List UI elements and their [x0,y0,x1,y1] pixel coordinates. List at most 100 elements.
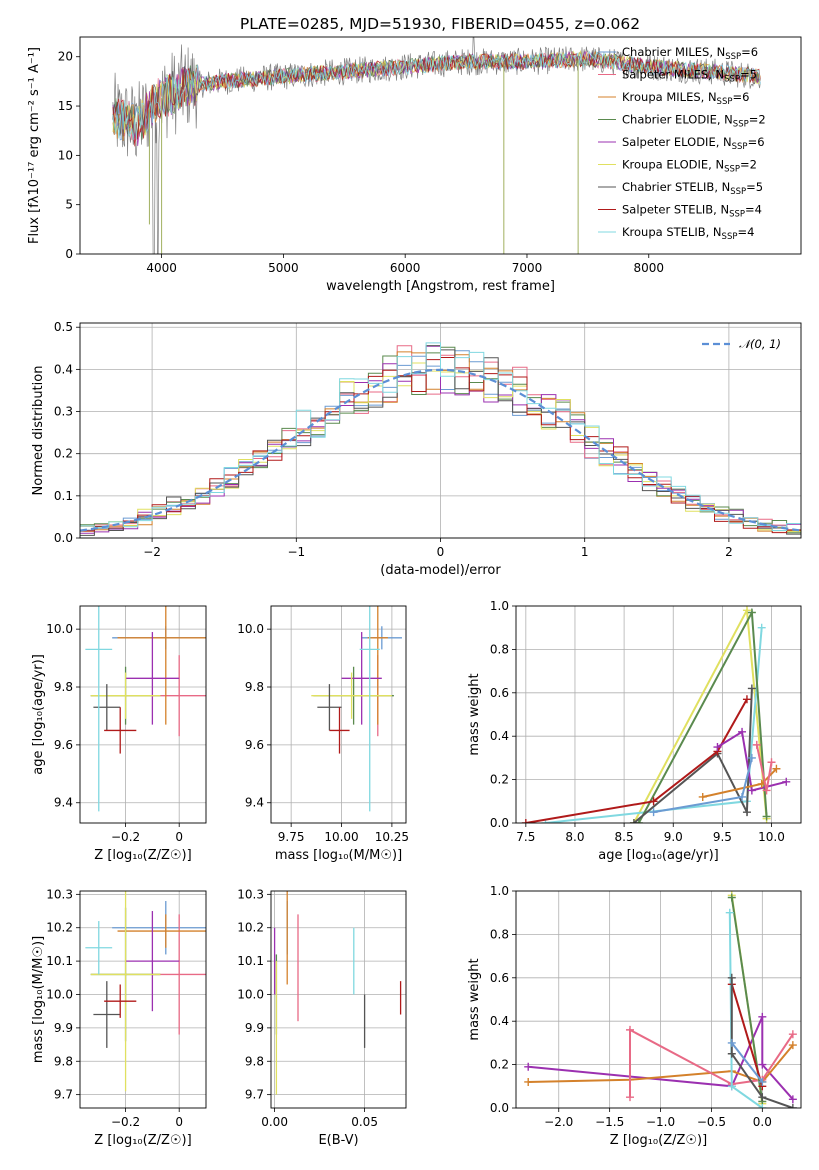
y-tick-label: 10.3 [237,887,264,901]
x-tick-label: 8.5 [615,830,634,844]
series-marker [742,695,751,704]
series-marker [757,623,766,632]
series-line [731,1042,764,1083]
series [752,740,776,795]
y-axis-label: Flux [fλ10⁻¹⁷ erg cm⁻² s⁻¹ A⁻¹] [27,47,42,244]
series-marker [752,740,761,749]
data-point [85,921,113,975]
series [725,908,767,1108]
legend-entry: Chabrier STELIB, NSSP=5 [598,180,763,197]
panel-residual_histogram: −2 −1 0 1 2 0.0 0.1 0.2 0.3 0.4 0.5 (data-model)/er… [31,320,802,578]
x-tick-label: −1.5 [595,1115,624,1129]
plot-area [311,606,402,812]
panel-age_vs_mass: 9.75 10.00 10.25 9.4 9.6 9.8 10.0 mass [log₁₀(M… [237,605,409,863]
y-tick-label: 0 [65,247,73,261]
x-tick-label: 1 [581,545,589,559]
y-tick-label: 9.6 [54,738,73,752]
x-tick-label: −0.2 [111,830,140,844]
x-tick-label: 0 [175,1115,183,1129]
series-line [716,730,787,792]
data-point [359,606,380,812]
data-point [104,984,137,1018]
axes-frame [79,322,802,539]
series-line [633,606,768,823]
axes-frame [270,890,407,1109]
y-tick-label: 10.0 [237,622,264,636]
axes-frame [515,605,802,824]
data-point [90,672,161,719]
series-line [730,977,794,1108]
y-tick-label: 10.1 [237,954,264,968]
x-axis-label: E(B-V) [318,1133,358,1148]
plot-area [521,606,791,823]
axes-frame [515,890,802,1109]
legend-label: 𝒩(0, 1) [739,337,781,351]
series-marker [747,786,756,795]
series [727,893,767,1106]
y-tick-label: 10.1 [46,954,73,968]
axes-frame [79,605,207,824]
legend-entry: Salpeter ELODIE, NSSP=6 [598,135,765,152]
series-marker [634,819,643,823]
x-axis-label: Z [log₁₀(Z/Z☉)] [610,1133,707,1148]
data-point [90,891,161,1092]
x-tick-label: 0.0 [753,1115,772,1129]
series-marker [738,792,747,801]
x-tick-label: 7.5 [516,830,535,844]
panel-mass_vs_EBV: 0.00 0.05 9.7 9.8 9.9 10.0 10.1 10.2 10.3 E(B-V) [237,887,407,1148]
y-tick-label: 0.1 [54,489,73,503]
series-marker [758,1093,767,1102]
x-tick-label: 5000 [268,261,299,275]
x-tick-label: −1.0 [646,1115,675,1129]
model-spectrum-line [112,50,761,141]
series-marker [626,1093,634,1102]
y-tick-label: 0.0 [490,816,509,830]
x-tick-label: 0.00 [261,1115,288,1129]
legend-entry: Kroupa ELODIE, NSSP=2 [598,158,757,175]
y-tick-label: 0.0 [54,531,73,545]
series-marker [649,808,658,817]
legend-label: Kroupa STELIB, NSSP=4 [622,225,754,242]
figure-title: PLATE=0285, MJD=51930, FIBERID=0455, z=0… [240,15,640,33]
plot-area [524,891,797,1108]
panel-mass_vs_Z: −0.2 0 9.7 9.8 9.9 10.0 10.1 10.2 10.3 Z [log₁₀(Z… [31,887,207,1148]
data-point [125,632,180,725]
model-spectrum-line [112,51,761,145]
y-tick-label: 1.0 [490,599,509,613]
y-tick-label: 20 [58,50,73,64]
legend-entry: Chabrier ELODIE, NSSP=2 [598,113,766,130]
y-tick-label: 0.3 [54,405,73,419]
panel-mass_weight_vs_Z: −2.0 −1.5 −1.0 −0.5 0.0 0.0 0.2 0.4 0.6 0.8 1.0 Z [… [467,884,802,1148]
x-tick-label: 0 [175,830,183,844]
series-marker [788,1095,797,1104]
data-point [125,911,180,1012]
x-tick-label: 2 [725,545,733,559]
x-axis-label: age [log₁₀(age/yr)] [598,848,719,863]
y-tick-label: 0.8 [490,927,509,941]
x-tick-label: 0.05 [351,1115,378,1129]
x-tick-label: −2.0 [544,1115,573,1129]
series-line [633,688,753,823]
y-tick-label: 10.0 [46,622,73,636]
series [629,606,771,823]
series [521,695,751,823]
series-marker [762,786,771,795]
data-point [317,684,342,731]
legend-entry: Salpeter STELIB, NSSP=4 [598,203,762,220]
x-tick-label: 7000 [512,261,543,275]
x-tick-label: 9.0 [664,830,683,844]
series-marker [649,797,658,806]
legend-entry: Salpeter MILES, NSSP=5 [598,68,757,85]
plot-area [85,891,206,1092]
data-point [93,981,121,1048]
series-marker [727,1082,736,1091]
x-tick-label: 0 [437,545,445,559]
series-marker [762,812,771,821]
y-tick-label: 10.2 [237,921,264,935]
plot-area [80,342,801,538]
series-marker [742,606,751,615]
x-axis-label: mass [log₁₀(M/M☉)] [275,848,402,863]
plot-area [273,891,402,1095]
data-point [152,914,206,1035]
